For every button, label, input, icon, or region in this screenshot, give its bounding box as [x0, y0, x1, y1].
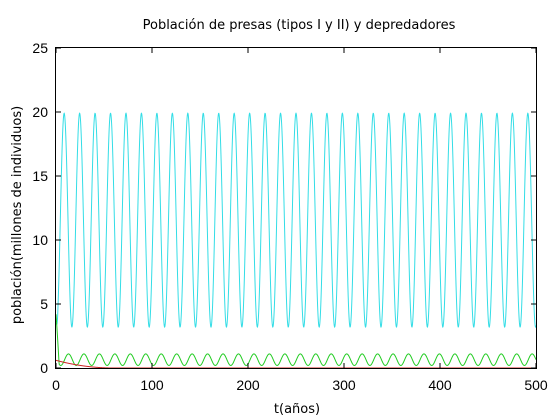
- y-tick-label: 15: [32, 168, 48, 184]
- y-tick-label: 10: [32, 232, 48, 248]
- x-axis-label: t(años): [274, 402, 320, 417]
- y-tick-label: 20: [32, 104, 48, 120]
- x-axis: 0 100 200 300 400 500: [52, 48, 548, 393]
- chart-title: Población de presas (tipos I y II) y dep…: [143, 18, 456, 33]
- plot-area: [55, 112, 537, 369]
- x-tick-label: 0: [52, 377, 60, 393]
- x-tick-label: 300: [332, 377, 356, 393]
- x-tick-label: 400: [428, 377, 452, 393]
- series-line-1: [55, 112, 537, 329]
- y-axis-label: población(millones de individuos): [10, 106, 25, 324]
- y-tick-label: 25: [32, 40, 48, 56]
- y-axis: 0 5 10 15 20 25: [32, 40, 536, 376]
- x-tick-label: 100: [140, 377, 164, 393]
- y-tick-label: 5: [40, 296, 48, 312]
- x-tick-label: 500: [524, 377, 548, 393]
- x-tick-label: 200: [236, 377, 260, 393]
- y-tick-label: 0: [40, 360, 48, 376]
- plot-frame: [55, 47, 537, 369]
- series-line-2: [55, 314, 537, 366]
